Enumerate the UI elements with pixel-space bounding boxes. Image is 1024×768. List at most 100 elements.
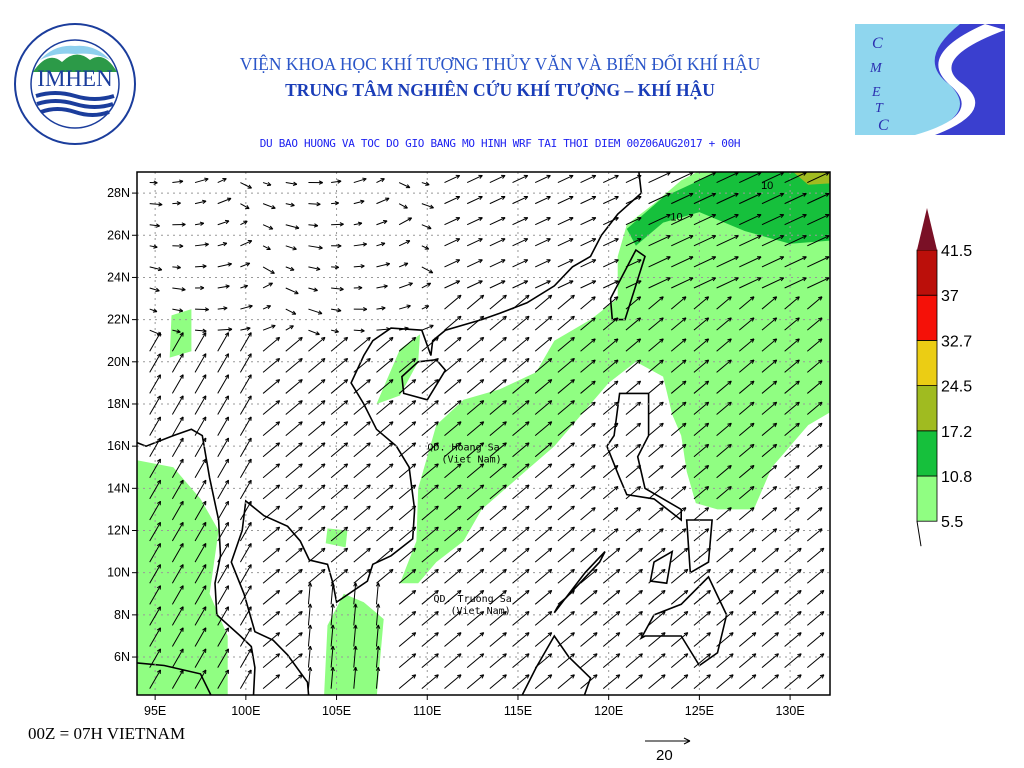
wind-arrow bbox=[580, 507, 596, 521]
wind-arrow bbox=[466, 357, 485, 373]
wind-arrow bbox=[171, 395, 184, 415]
wind-arrow-shaft bbox=[693, 653, 711, 668]
wind-arrow-head bbox=[547, 653, 553, 658]
colorbar-label: 37 bbox=[941, 288, 959, 305]
wind-arrow-head bbox=[224, 479, 230, 485]
wind-arrow bbox=[376, 568, 394, 584]
wind-arrow-shaft bbox=[194, 458, 207, 479]
wind-arrow-head bbox=[818, 401, 823, 407]
wind-arrow bbox=[580, 195, 597, 205]
wind-arrow bbox=[353, 221, 363, 226]
wind-arrow-head bbox=[772, 422, 778, 428]
wind-arrow-shaft bbox=[353, 568, 371, 584]
wind-arrow-head bbox=[478, 238, 483, 243]
wind-arrow-shaft bbox=[670, 486, 687, 500]
wind-arrow bbox=[648, 256, 671, 268]
wind-arrow-head bbox=[689, 277, 694, 282]
wind-arrow-shaft bbox=[308, 421, 326, 436]
wind-arrow-head bbox=[569, 195, 574, 200]
wind-arrow bbox=[398, 421, 417, 436]
wind-shade-5-5 bbox=[325, 528, 348, 548]
wind-arrow bbox=[489, 484, 507, 500]
wind-arrow-shaft bbox=[670, 611, 689, 626]
wind-arrow-head bbox=[389, 568, 394, 574]
wind-arrow-shaft bbox=[670, 443, 687, 458]
wind-arrow-head bbox=[457, 379, 462, 384]
wind-arrow bbox=[602, 359, 619, 373]
wind-arrow-shaft bbox=[466, 611, 485, 626]
wind-arrow-head bbox=[502, 357, 507, 363]
wind-arrow bbox=[671, 192, 694, 205]
wind-arrow-head bbox=[353, 582, 358, 587]
wind-arrow bbox=[807, 359, 823, 373]
lat-tick-label: 18N bbox=[107, 397, 130, 411]
colorbar-tail bbox=[916, 521, 922, 547]
wind-arrow-shaft bbox=[217, 606, 229, 626]
wind-arrow bbox=[262, 379, 281, 394]
wind-arrow bbox=[557, 315, 575, 331]
wind-arrow-shaft bbox=[603, 238, 619, 247]
wind-arrow bbox=[716, 507, 732, 521]
wind-arrow bbox=[149, 627, 161, 647]
wind-arrow-shaft bbox=[693, 547, 711, 563]
wind-arrow bbox=[739, 235, 762, 247]
wind-arrow-shaft bbox=[693, 296, 709, 310]
wind-arrow-head bbox=[155, 287, 160, 292]
wind-arrow-head bbox=[224, 458, 230, 464]
wind-arrow-shaft bbox=[398, 203, 408, 209]
wind-arrow-shaft bbox=[353, 265, 365, 268]
wind-arrow bbox=[308, 442, 326, 458]
wind-arrow bbox=[625, 217, 642, 226]
wind-arrow-head bbox=[202, 458, 207, 464]
wind-arrow bbox=[466, 400, 485, 415]
wind-arrow bbox=[761, 443, 778, 458]
wind-arrow bbox=[285, 181, 298, 186]
wind-arrow-shaft bbox=[171, 543, 184, 563]
wind-arrow-head bbox=[659, 464, 664, 470]
lon-tick-label: 100E bbox=[231, 704, 260, 718]
wind-arrow-head bbox=[156, 669, 161, 674]
wind-arrow-head bbox=[298, 632, 303, 637]
wind-arrow-head bbox=[774, 632, 779, 637]
wind-arrow-shaft bbox=[172, 180, 184, 184]
wind-arrow-shaft bbox=[761, 256, 784, 268]
wind-arrow-head bbox=[247, 437, 252, 443]
wind-arrow-head bbox=[546, 217, 551, 222]
wind-arrow bbox=[489, 400, 507, 415]
wind-arrow-head bbox=[774, 674, 779, 679]
wind-arrow bbox=[444, 526, 462, 542]
wind-arrow-head bbox=[547, 568, 553, 574]
wind-arrow-shaft bbox=[466, 484, 485, 500]
wind-arrow bbox=[194, 199, 207, 205]
imhen-logo: IMHEN bbox=[14, 23, 136, 145]
wind-arrow-head bbox=[666, 214, 671, 218]
wind-arrow-shaft bbox=[534, 505, 553, 521]
wind-arrow bbox=[376, 327, 391, 332]
wind-arrow bbox=[807, 547, 825, 563]
wind-arrow bbox=[149, 458, 161, 479]
wind-arrow-shaft bbox=[308, 400, 326, 415]
wind-arrow bbox=[716, 632, 734, 647]
wind-arrow bbox=[353, 484, 371, 500]
wind-arrow-head bbox=[637, 280, 642, 285]
wind-arrow bbox=[580, 174, 597, 183]
wind-arrow-head bbox=[525, 484, 530, 489]
wind-arrow-head bbox=[298, 336, 303, 342]
wind-arrow bbox=[353, 199, 365, 205]
wind-arrow bbox=[399, 326, 409, 331]
wind-arrow-head bbox=[547, 611, 553, 616]
wind-arrow bbox=[738, 611, 757, 626]
wind-arrow-shaft bbox=[239, 543, 252, 563]
wind-arrow-shaft bbox=[784, 277, 807, 289]
wind-arrow bbox=[512, 484, 530, 500]
wind-arrow-head bbox=[411, 463, 417, 468]
wind-arrow bbox=[330, 336, 349, 352]
wind-arrow-shaft bbox=[444, 421, 462, 436]
wind-arrow-head bbox=[411, 336, 417, 342]
wind-arrow-head bbox=[337, 243, 342, 249]
wind-arrow-shaft bbox=[262, 358, 280, 373]
wind-arrow-shaft bbox=[262, 590, 280, 605]
wind-arrow-head bbox=[502, 379, 507, 384]
wind-arrow-shaft bbox=[353, 421, 371, 436]
wind-arrow-shaft bbox=[466, 238, 483, 247]
